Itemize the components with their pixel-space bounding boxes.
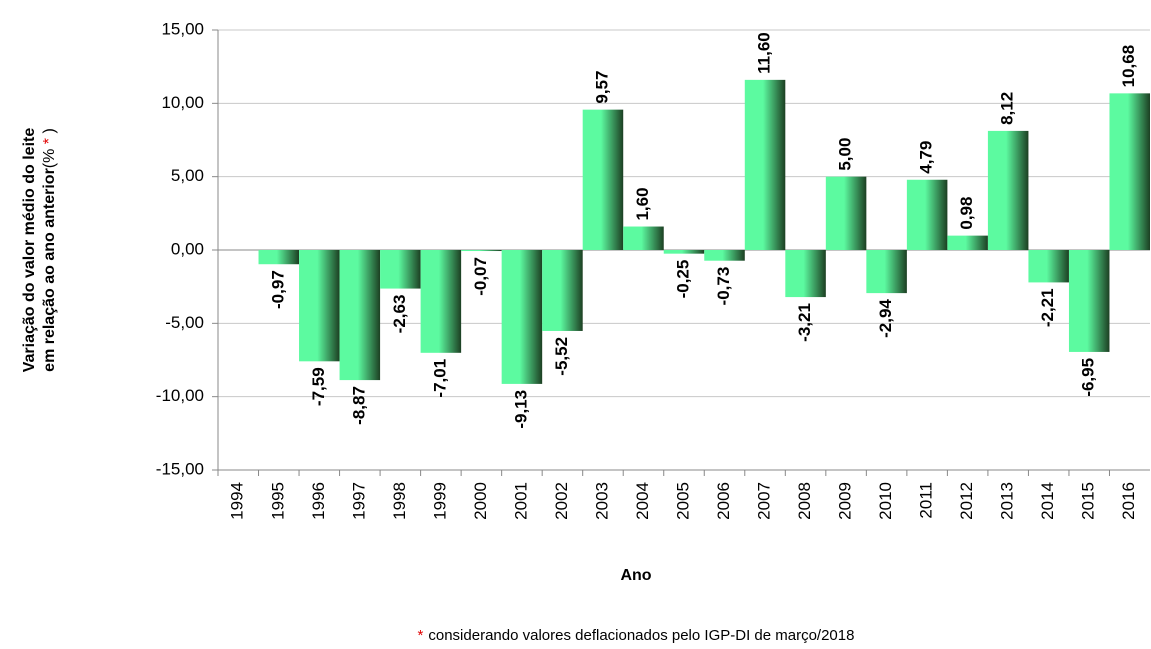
bar: [299, 250, 340, 362]
value-label: 11,60: [755, 32, 774, 74]
value-label: 5,00: [836, 138, 855, 171]
y-axis-label-line: em relação ao ano anterior: [41, 168, 58, 372]
value-label: 8,12: [998, 92, 1017, 125]
bar: [339, 250, 381, 381]
value-label: -2,63: [390, 295, 409, 334]
bar: [1109, 93, 1150, 250]
y-tick-label: 10,00: [161, 93, 204, 112]
bar: [906, 179, 948, 250]
footnote-text: considerando valores deflacionados pelo …: [428, 627, 854, 644]
bar: [1028, 250, 1069, 283]
x-tick-label: 2013: [998, 482, 1017, 520]
x-tick-label: 2001: [511, 482, 530, 520]
value-label: -0,25: [673, 260, 692, 299]
x-tick-label: 2009: [836, 482, 855, 520]
value-label: -7,01: [430, 359, 449, 398]
bar: [1068, 250, 1110, 352]
y-tick-label: 0,00: [171, 239, 204, 258]
y-tick-label: 15,00: [161, 19, 204, 38]
x-tick-label: 1997: [349, 482, 368, 520]
x-tick-label: 2008: [795, 482, 814, 520]
value-label: -0,07: [471, 257, 490, 296]
footnote: * considerando valores deflacionados pelo…: [418, 627, 855, 644]
bar: [825, 176, 867, 250]
bar: [420, 250, 462, 353]
value-label: -0,97: [268, 270, 287, 309]
x-tick-label: 2000: [471, 482, 490, 520]
x-tick-label: 2014: [1038, 482, 1057, 520]
y-axis-label-unit: ): [41, 128, 58, 138]
x-tick-label: 1996: [309, 482, 328, 520]
x-tick-label: 2005: [673, 482, 692, 520]
value-label: -9,13: [511, 390, 530, 429]
bar: [704, 250, 745, 261]
y-axis-label-line: Variação do valor médio do leite: [21, 128, 38, 373]
footnote-marker: *: [418, 627, 424, 644]
y-tick-label: -5,00: [165, 313, 204, 332]
y-tick-label: -15,00: [156, 459, 204, 478]
y-axis-label: Variação do valor médio do leite em relaç…: [21, 128, 58, 373]
x-tick-label: 2003: [592, 482, 611, 520]
x-tick-label: 2004: [633, 482, 652, 520]
value-label: 9,57: [592, 71, 611, 104]
x-axis-label: Ano: [620, 567, 651, 584]
x-tick-label: 1999: [430, 482, 449, 520]
x-tick-label: 1995: [268, 482, 287, 520]
y-axis-label-unit: *: [41, 138, 58, 144]
bar: [582, 109, 624, 250]
bar: [258, 250, 300, 265]
value-label: -2,94: [876, 299, 895, 338]
bar: [542, 250, 583, 331]
bar: [501, 250, 543, 384]
x-tick-label: 2010: [876, 482, 895, 520]
x-tick-label: 2012: [957, 482, 976, 520]
value-label: -7,59: [309, 367, 328, 406]
x-tick-label: 1998: [390, 482, 409, 520]
value-label: -8,87: [349, 386, 368, 425]
value-label: -0,73: [714, 267, 733, 306]
x-tick-label: 1994: [228, 482, 247, 520]
labels: -15,00 -10,00 -5,00 0,00 5,00 10,00 15,00 1994 1…: [21, 19, 1138, 643]
bar: [623, 226, 664, 250]
value-label: -3,21: [795, 303, 814, 342]
bar: [987, 130, 1029, 250]
value-label: -2,21: [1038, 288, 1057, 327]
x-tick-label: 2011: [917, 482, 936, 519]
value-label: -5,52: [552, 337, 571, 376]
x-tick-label: 2006: [714, 482, 733, 520]
value-label: 10,68: [1119, 45, 1138, 88]
bar: [866, 250, 907, 294]
bar: [744, 79, 786, 250]
bar: [461, 250, 502, 252]
value-label: -6,95: [1079, 358, 1098, 397]
value-label: 4,79: [917, 141, 936, 174]
value-label: 1,60: [633, 187, 652, 220]
bars: [258, 79, 1150, 384]
bar: [663, 250, 705, 254]
x-tick-label: 2007: [755, 482, 774, 520]
y-tick-label: 5,00: [171, 166, 204, 185]
y-axis-label-unit: (%: [41, 144, 58, 168]
bar: [947, 235, 988, 250]
x-tick-label: 2016: [1119, 482, 1138, 520]
y-tick-label: -10,00: [156, 386, 204, 405]
bar: [380, 250, 421, 289]
value-label: 0,98: [957, 197, 976, 230]
bar: [785, 250, 826, 298]
x-tick-label: 2015: [1079, 482, 1098, 520]
x-tick-label: 2002: [552, 482, 571, 520]
